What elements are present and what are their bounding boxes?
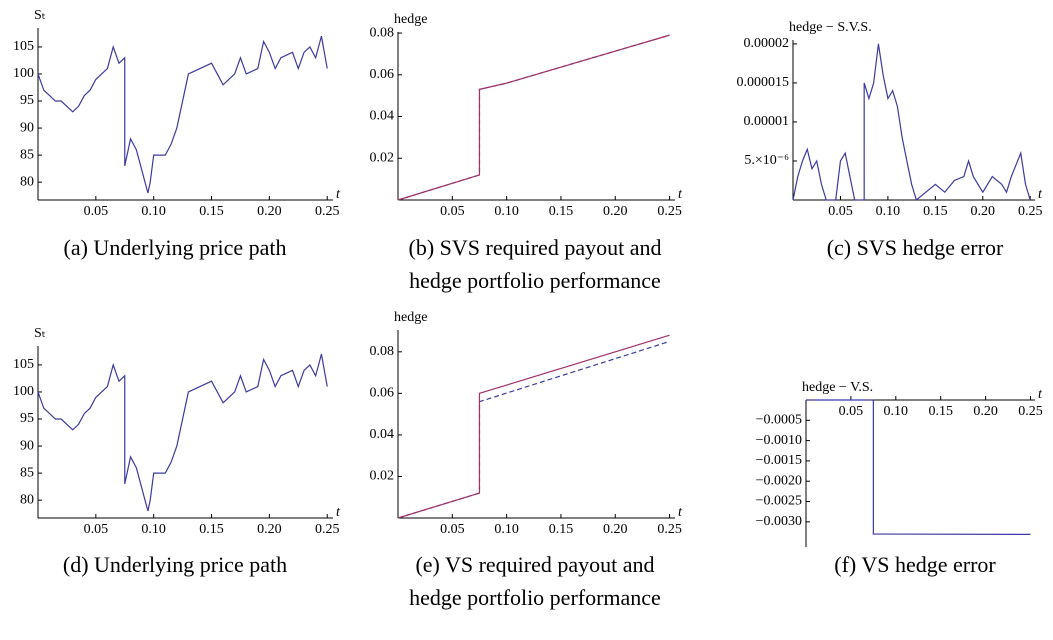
y-tick-label: 100 <box>13 384 34 399</box>
y-tick-label: 80 <box>20 492 34 507</box>
x-tick-label: 0.20 <box>973 404 998 419</box>
y-tick-label: 105 <box>13 357 34 372</box>
line-series <box>397 340 670 519</box>
x-tick-label: 0.25 <box>657 204 682 219</box>
x-axis-label: t <box>678 187 683 202</box>
caption: (f) VS hedge error <box>834 552 996 577</box>
line-series <box>397 34 670 201</box>
y-tick-label: 90 <box>20 120 34 135</box>
x-tick-label: 0.05 <box>828 204 853 219</box>
y-axis-label: hedge − S.V.S. <box>789 20 872 35</box>
x-tick-label: 0.10 <box>884 404 909 419</box>
line-series <box>397 334 670 519</box>
line-series <box>397 34 670 201</box>
x-tick-label: 0.20 <box>603 522 628 537</box>
line-series <box>37 353 328 512</box>
x-tick-label: 0.25 <box>1018 404 1043 419</box>
y-tick-label: 100 <box>13 66 34 81</box>
caption: (e) VS required payout and <box>415 552 654 577</box>
y-tick-label: 0.06 <box>370 67 395 82</box>
x-tick-label: 0.15 <box>199 522 224 537</box>
x-tick-label: 0.20 <box>971 204 996 219</box>
y-tick-label: −0.0015 <box>756 453 802 468</box>
x-tick-label: 0.20 <box>603 204 628 219</box>
x-tick-label: 0.05 <box>84 522 109 537</box>
x-tick-label: 0.05 <box>440 522 465 537</box>
y-tick-label: 95 <box>20 93 34 108</box>
x-tick-label: 0.10 <box>141 204 166 219</box>
x-tick-label: 0.05 <box>440 204 465 219</box>
y-tick-label: 0.000015 <box>737 75 790 90</box>
x-tick-label: 0.25 <box>1018 204 1043 219</box>
y-tick-label: 80 <box>20 174 34 189</box>
y-tick-label: −0.0005 <box>756 413 802 428</box>
x-tick-label: 0.25 <box>657 522 682 537</box>
x-tick-label: 0.15 <box>549 204 574 219</box>
y-tick-label: 0.00001 <box>744 114 790 129</box>
y-tick-label: 0.06 <box>370 386 395 401</box>
x-tick-label: 0.20 <box>257 522 282 537</box>
line-series <box>37 35 328 194</box>
y-tick-label: −0.0025 <box>756 494 802 509</box>
y-tick-label: 0.04 <box>370 427 395 442</box>
x-axis-label: t <box>336 505 341 520</box>
x-tick-label: 0.05 <box>839 404 864 419</box>
y-tick-label: 5.×10⁻⁶ <box>744 153 789 168</box>
x-tick-label: 0.10 <box>141 522 166 537</box>
x-tick-label: 0.10 <box>494 522 519 537</box>
x-tick-label: 0.20 <box>257 204 282 219</box>
x-tick-label: 0.10 <box>494 204 519 219</box>
y-tick-label: −0.0010 <box>756 433 802 448</box>
caption: (d) Underlying price path <box>63 552 287 577</box>
y-axis-label: hedge <box>394 12 427 27</box>
x-tick-label: 0.15 <box>199 204 224 219</box>
line-series <box>792 43 1031 202</box>
y-axis-label: Sₜ <box>34 326 46 341</box>
y-tick-label: 85 <box>20 465 34 480</box>
x-tick-label: 0.15 <box>923 204 948 219</box>
x-axis-label: t <box>1038 187 1043 202</box>
caption: hedge portfolio performance <box>409 268 661 293</box>
caption: hedge portfolio performance <box>409 585 661 610</box>
x-axis-label: t <box>678 505 683 520</box>
y-tick-label: 0.00002 <box>744 36 790 51</box>
y-tick-label: 95 <box>20 411 34 426</box>
y-tick-label: 0.08 <box>370 25 395 40</box>
x-tick-label: 0.25 <box>315 522 340 537</box>
caption: (a) Underlying price path <box>64 235 287 260</box>
x-tick-label: 0.15 <box>549 522 574 537</box>
y-tick-label: −0.0030 <box>756 514 802 529</box>
y-tick-label: 105 <box>13 39 34 54</box>
x-tick-label: 0.25 <box>315 204 340 219</box>
x-axis-label: t <box>1038 387 1043 402</box>
y-tick-label: 0.02 <box>370 469 395 484</box>
y-axis-label: Sₜ <box>34 8 46 23</box>
y-tick-label: 90 <box>20 438 34 453</box>
caption: (c) SVS hedge error <box>827 235 1004 260</box>
y-axis-label: hedge <box>394 310 427 325</box>
y-tick-label: −0.0020 <box>756 473 802 488</box>
x-axis-label: t <box>336 187 341 202</box>
x-tick-label: 0.05 <box>84 204 109 219</box>
y-tick-label: 0.04 <box>370 109 395 124</box>
line-series <box>806 399 1031 536</box>
x-tick-label: 0.10 <box>876 204 901 219</box>
caption: (b) SVS required payout and <box>409 235 662 260</box>
y-tick-label: 0.02 <box>370 150 395 165</box>
y-axis-label: hedge − V.S. <box>802 380 873 395</box>
y-tick-label: 0.08 <box>370 344 395 359</box>
y-tick-label: 85 <box>20 147 34 162</box>
x-tick-label: 0.15 <box>928 404 953 419</box>
